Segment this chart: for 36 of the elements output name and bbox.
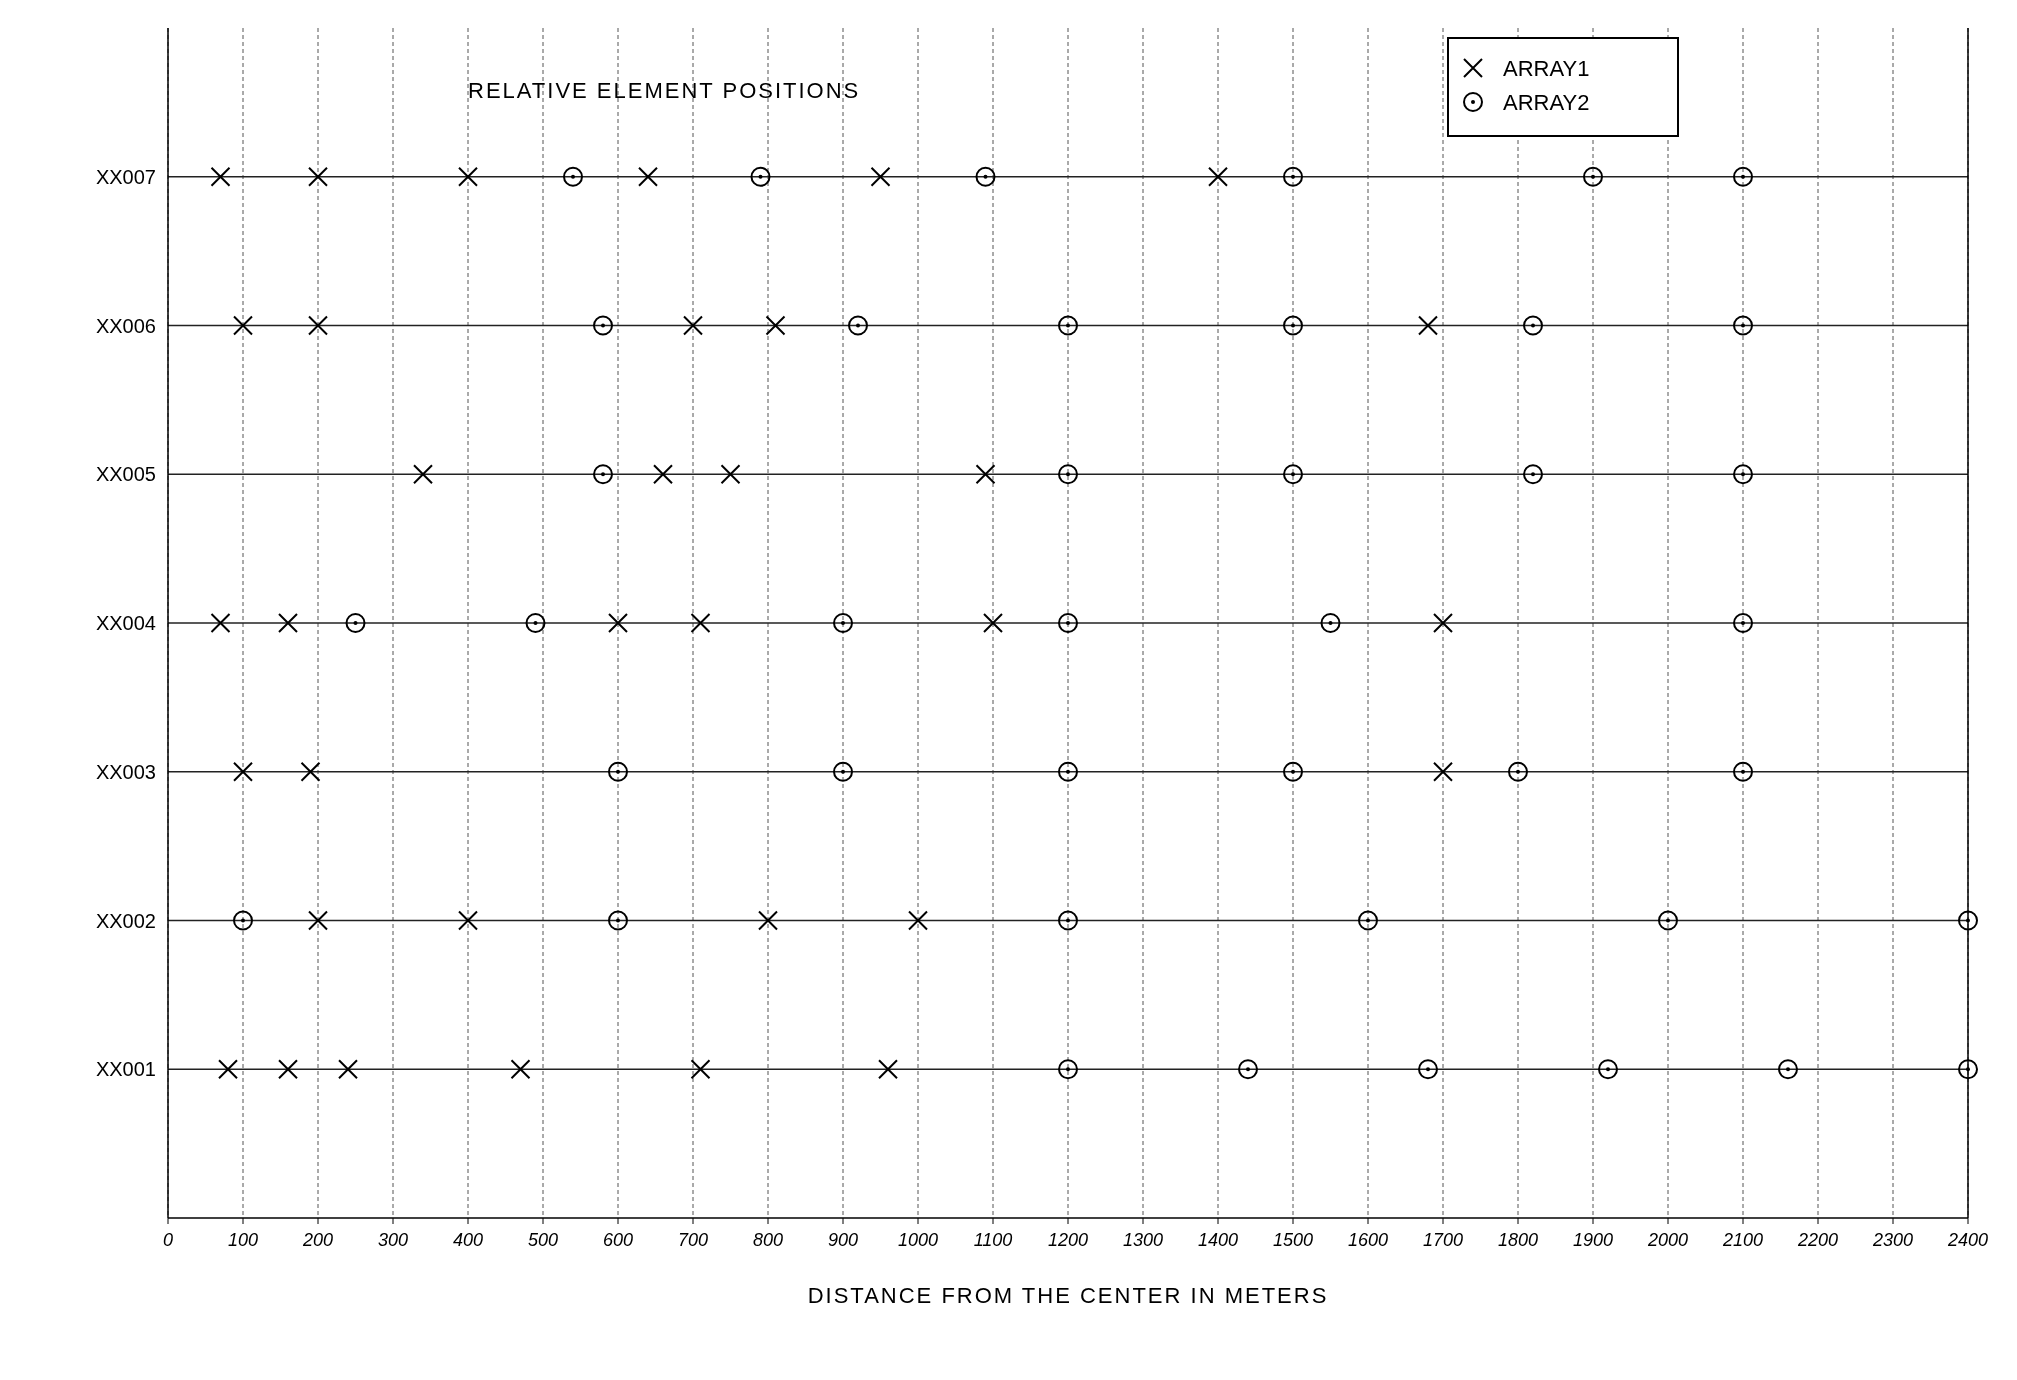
x-tick-label: 500 xyxy=(527,1230,559,1250)
text: RELATIVE ELEMENT POSITIONS xyxy=(468,78,861,103)
x-tick-label: 2100 xyxy=(1721,1230,1764,1250)
x-tick-label: 800 xyxy=(752,1230,784,1250)
x-tick-label: 1600 xyxy=(1347,1230,1389,1250)
x-tick-label: 1000 xyxy=(897,1230,939,1250)
x-tick-label: 2400 xyxy=(1946,1230,1989,1250)
x-tick-label: 700 xyxy=(677,1230,709,1250)
x-tick-label: 2300 xyxy=(1871,1230,1914,1250)
y-tick-label: XX007 xyxy=(95,165,156,188)
x-tick-label: 2200 xyxy=(1796,1230,1839,1250)
legend-label: ARRAY1 xyxy=(1503,55,1590,81)
x-tick-label: 1700 xyxy=(1422,1230,1464,1250)
x-tick-label: 1800 xyxy=(1497,1230,1539,1250)
x-tick-label: 600 xyxy=(602,1230,634,1250)
y-tick-label: XX001 xyxy=(95,1058,156,1081)
legend-label: ARRAY2 xyxy=(1503,89,1590,115)
x-tick-label: 1100 xyxy=(973,1230,1013,1250)
x-tick-label: 1500 xyxy=(1272,1230,1314,1250)
y-tick-label: XX004 xyxy=(95,612,156,634)
x-tick-label: 1200 xyxy=(1047,1230,1089,1250)
x-tick-label: 900 xyxy=(827,1230,859,1250)
x-tick-label: 0 xyxy=(162,1230,174,1250)
x-tick-label: 1300 xyxy=(1122,1230,1164,1250)
x-tick-label: 1400 xyxy=(1197,1230,1239,1250)
x-tick-label: 300 xyxy=(377,1230,409,1250)
x-axis-title: DISTANCE FROM THE CENTER IN METERS xyxy=(807,1283,1329,1308)
x-tick-label: 200 xyxy=(301,1230,334,1250)
x-tick-label: 400 xyxy=(452,1230,484,1250)
y-tick-label: XX002 xyxy=(95,909,156,932)
y-tick-label: XX003 xyxy=(95,760,156,783)
x-tick-label: 100 xyxy=(227,1230,259,1250)
y-tick-label: XX005 xyxy=(95,463,156,486)
y-tick-label: XX006 xyxy=(95,314,156,337)
x-tick-label: 2000 xyxy=(1646,1230,1689,1250)
x-tick-label: 1900 xyxy=(1572,1230,1614,1250)
